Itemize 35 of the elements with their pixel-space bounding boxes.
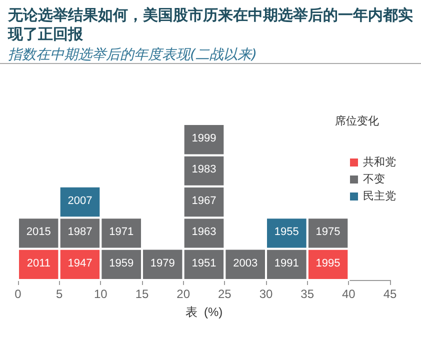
annotation: 2015 xyxy=(26,226,51,238)
x-axis-title: 表 (%) xyxy=(185,305,223,319)
annotation: 1947 xyxy=(68,257,92,270)
legend-label: 共和党 xyxy=(363,156,396,168)
annotation: 2007 xyxy=(68,194,92,207)
x-tick-label: 15 xyxy=(135,287,149,301)
annotation: 2003 xyxy=(233,257,258,270)
annotation: 1971 xyxy=(109,226,134,238)
annotation: 1975 xyxy=(316,226,340,238)
legend-label: 民主党 xyxy=(363,190,396,202)
annotation: 1995 xyxy=(316,257,340,270)
annotation: 1967 xyxy=(192,194,216,207)
x-tick-label: 10 xyxy=(94,287,108,301)
annotation: 1959 xyxy=(109,257,134,270)
x-tick-label: 35 xyxy=(300,287,314,301)
annotation: 1955 xyxy=(274,226,299,238)
annotation: 1951 xyxy=(192,257,216,270)
annotation: 1987 xyxy=(68,226,92,238)
chart-title: 无论选举结果如何，美国股市历来在中期选举后的一年内都实现了正回报 xyxy=(8,6,413,44)
annotation: 1979 xyxy=(150,257,175,270)
annotation: 1999 xyxy=(192,132,216,144)
annotation: 1983 xyxy=(192,164,216,176)
x-tick-label: 30 xyxy=(259,287,273,301)
annotation: 1963 xyxy=(192,226,216,238)
x-tick-label: 40 xyxy=(342,287,356,301)
x-tick-label: 45 xyxy=(383,287,397,301)
annotation: 2011 xyxy=(26,257,50,270)
legend-title: 席位变化 xyxy=(335,114,379,128)
annotation: 1991 xyxy=(274,257,299,270)
x-tick-label: 25 xyxy=(218,287,232,301)
x-tick-label: 20 xyxy=(176,287,190,301)
chart-subtitle: 指数在中期选举后的年度表现(二战以来) xyxy=(8,46,258,64)
x-tick-label: 5 xyxy=(56,287,63,301)
x-tick-label: 0 xyxy=(14,287,22,301)
legend-label: 不变 xyxy=(363,172,385,186)
